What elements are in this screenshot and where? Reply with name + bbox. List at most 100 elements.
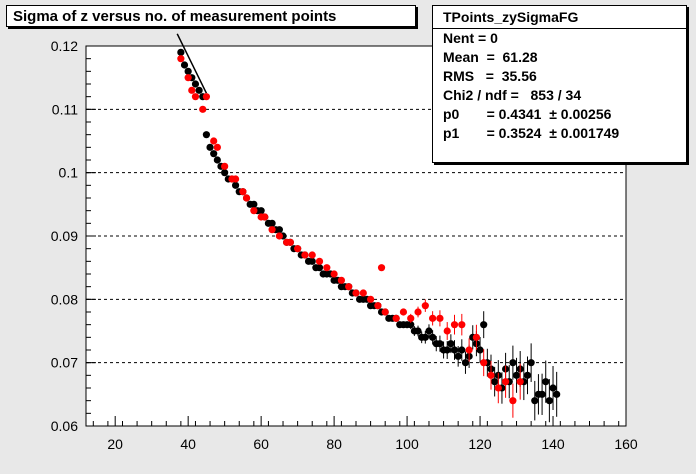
red-point (366, 295, 375, 303)
red-point (429, 314, 437, 322)
red-point (231, 175, 240, 183)
black-point (221, 169, 229, 177)
y-tick-label: 0.08 (51, 291, 78, 307)
black-point (429, 333, 437, 341)
black-point (231, 181, 240, 189)
red-point (191, 93, 200, 101)
black-point (458, 346, 466, 354)
black-point (542, 378, 550, 386)
x-tick-label: 40 (180, 436, 196, 452)
stats-box: TPoints_zySigmaFG Nent = 0 Mean = 61.28 … (432, 5, 687, 163)
black-point (523, 371, 532, 379)
black-point (447, 340, 455, 348)
y-tick-label: 0.09 (51, 228, 78, 244)
black-point (250, 200, 258, 208)
red-point (399, 308, 408, 316)
black-point (545, 397, 553, 405)
red-point (509, 397, 517, 405)
stats-mean: Mean = 61.28 (443, 49, 538, 65)
black-point (480, 321, 488, 329)
red-point (359, 289, 367, 297)
red-point (286, 238, 294, 246)
black-point (268, 219, 276, 227)
red-point (516, 378, 524, 386)
black-point (436, 340, 444, 348)
x-tick-label: 120 (468, 436, 492, 452)
red-point (458, 321, 466, 329)
y-tick-label: 0.07 (51, 355, 78, 371)
data-points (177, 48, 561, 423)
black-point (315, 264, 324, 272)
black-point (177, 48, 185, 56)
chart-title: Sigma of z versus no. of measurement poi… (6, 5, 416, 27)
black-point (531, 397, 539, 405)
red-point (377, 264, 386, 272)
red-point (213, 143, 221, 151)
axes: 0.06 0.07 0.08 0.09 0.1 0.11 0.12 20 40 60 80 100 12… (51, 38, 638, 452)
black-point (527, 359, 535, 367)
black-point (509, 359, 517, 367)
black-point (308, 257, 316, 265)
y-tick-label: 0.11 (52, 101, 78, 117)
red-point (392, 314, 400, 322)
red-point (472, 333, 481, 341)
black-point (191, 80, 200, 88)
red-point (199, 105, 207, 113)
red-point (487, 371, 495, 379)
black-point (491, 378, 499, 386)
black-point (213, 156, 221, 164)
black-point (454, 352, 462, 360)
red-point (301, 251, 309, 259)
red-point (381, 308, 389, 316)
black-point (553, 390, 561, 398)
red-point (352, 289, 360, 297)
red-point (436, 314, 444, 322)
red-point (450, 321, 459, 329)
black-point (414, 327, 422, 335)
red-point (210, 137, 218, 145)
red-point (308, 251, 316, 259)
red-point (480, 359, 488, 367)
black-point (512, 371, 521, 379)
x-tick-label: 60 (253, 436, 269, 452)
black-point (549, 384, 557, 392)
fit-line (176, 33, 208, 94)
black-point (210, 150, 218, 158)
x-tick-label: 100 (395, 436, 419, 452)
black-point (275, 226, 283, 234)
stats-entries: Nent = 0 (443, 30, 498, 46)
red-point (184, 74, 192, 82)
red-point (421, 302, 429, 310)
red-point (177, 55, 185, 63)
stats-chi2: Chi2 / ndf = 853 / 34 (443, 87, 582, 103)
black-point (443, 346, 451, 354)
red-point (494, 384, 502, 392)
black-point (184, 67, 192, 75)
fit-curve (176, 33, 208, 94)
black-point (206, 143, 214, 151)
red-point (202, 93, 211, 101)
red-point (268, 226, 276, 234)
black-point (421, 333, 429, 341)
red-point (345, 283, 353, 291)
red-point (188, 86, 196, 94)
stats-p1: p1 = 0.3524 ± 0.001749 (443, 125, 620, 141)
red-point (275, 232, 283, 240)
y-tick-label: 0.1 (59, 165, 79, 181)
stats-name: TPoints_zySigmaFG (433, 6, 686, 29)
red-point (323, 264, 331, 272)
black-point (450, 346, 459, 354)
stats-p0: p0 = 0.4341 ± 0.00256 (443, 106, 612, 122)
red-point (337, 276, 346, 284)
black-point (538, 390, 546, 398)
red-point (443, 327, 451, 335)
red-point (242, 194, 251, 202)
red-point (261, 213, 269, 221)
red-point (315, 257, 324, 265)
black-point (461, 359, 470, 367)
y-tick-label: 0.12 (51, 38, 78, 54)
x-tick-label: 160 (614, 436, 638, 452)
y-tick-label: 0.06 (51, 418, 78, 434)
black-point (202, 131, 211, 139)
red-point (250, 207, 258, 215)
